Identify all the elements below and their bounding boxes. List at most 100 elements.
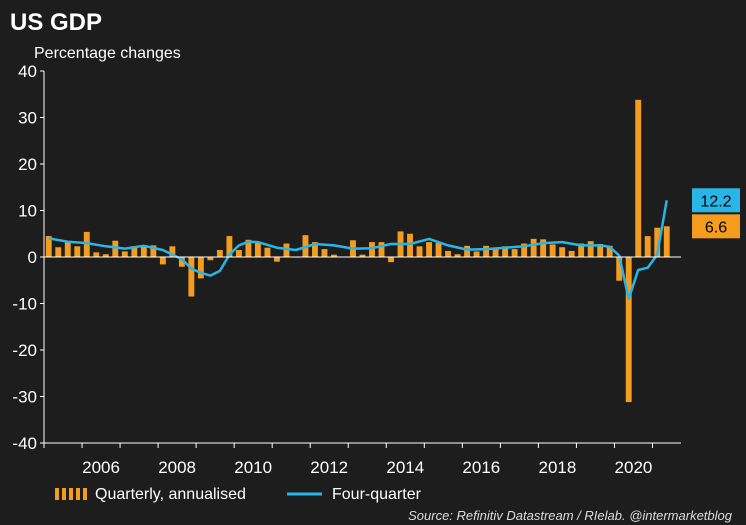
bar — [454, 254, 461, 257]
source-note: Source: Refinitiv Datastream / RIelab. @… — [408, 508, 733, 523]
bar — [188, 257, 195, 297]
x-tick-label: 2012 — [310, 458, 348, 477]
bar — [359, 254, 366, 257]
bar — [273, 257, 280, 262]
y-tick-label: 20 — [18, 155, 37, 174]
bar — [207, 257, 214, 261]
legend-bar-swatch — [55, 488, 87, 500]
chart-subtitle: Percentage changes — [34, 45, 181, 62]
bar — [597, 243, 604, 257]
legend-label-four-quarter: Four-quarter — [332, 486, 422, 503]
bar — [321, 249, 328, 257]
y-tick-label: 30 — [18, 109, 37, 128]
legend-label-quarterly: Quarterly, annualised — [95, 486, 246, 503]
bar-series — [45, 99, 670, 403]
bar — [540, 239, 547, 257]
bar — [559, 247, 566, 257]
y-tick-label: 40 — [18, 62, 37, 81]
bar — [568, 250, 575, 257]
bar — [45, 236, 52, 257]
y-axis-ticks: 40 30 20 10 0 -10 -20 -30 -40 — [12, 62, 37, 453]
bar — [226, 236, 233, 257]
bar — [112, 240, 119, 257]
bar — [473, 251, 480, 257]
legend-bar-swatch-bar — [55, 488, 59, 500]
bar — [644, 236, 651, 257]
x-tick-label: 2016 — [462, 458, 500, 477]
x-tick-label: 2020 — [615, 458, 653, 477]
bar — [445, 250, 452, 257]
end-tag-quarterly-box — [692, 214, 740, 239]
bar — [663, 226, 670, 257]
legend-bar-swatch-bar — [76, 488, 80, 500]
bar — [64, 242, 71, 257]
y-tick-label: -20 — [12, 341, 37, 360]
bar — [245, 239, 252, 257]
axes — [40, 70, 681, 448]
bar — [549, 244, 556, 257]
bar — [331, 254, 337, 257]
bar — [83, 231, 90, 257]
bar — [587, 241, 594, 257]
legend-bar-swatch-bar — [69, 488, 73, 500]
bar — [93, 252, 100, 257]
bar — [140, 246, 147, 257]
bar — [235, 250, 242, 257]
bar — [483, 245, 490, 257]
bar — [521, 243, 528, 257]
end-tag-quarterly-value: 6.6 — [705, 219, 727, 236]
y-tick-label: -40 — [12, 434, 37, 453]
bar — [55, 247, 62, 257]
bar — [102, 254, 109, 257]
line-series — [48, 200, 668, 301]
y-tick-label: 0 — [28, 248, 37, 267]
bar — [216, 250, 223, 257]
bar — [407, 233, 413, 257]
y-tick-label: 10 — [18, 202, 37, 221]
bar — [530, 238, 537, 257]
y-tick-label: -30 — [12, 388, 37, 407]
bar — [197, 257, 204, 279]
y-tick-label: -10 — [12, 295, 37, 314]
end-value-tags: 12.2 6.6 — [692, 188, 740, 239]
bar — [283, 243, 290, 257]
bar — [616, 257, 623, 281]
bar — [369, 242, 375, 257]
x-tick-label: 2008 — [158, 458, 196, 477]
bar — [378, 242, 385, 257]
x-tick-label: 2018 — [538, 458, 576, 477]
bar — [312, 242, 318, 257]
bar — [606, 245, 613, 257]
legend-bar-swatch-bar — [83, 488, 87, 500]
bar — [435, 243, 442, 257]
x-tick-label: 2014 — [386, 458, 424, 477]
bar — [131, 246, 138, 257]
bar — [578, 243, 585, 257]
bar — [426, 242, 432, 257]
bar — [150, 245, 157, 257]
bar — [159, 257, 166, 265]
bar — [264, 247, 271, 257]
bar — [74, 246, 81, 257]
end-tag-four-quarter-value: 12.2 — [700, 193, 731, 210]
x-axis-ticks: 2006 2008 2010 2012 2014 2016 2018 2020 — [82, 458, 652, 477]
bar — [502, 246, 509, 257]
chart-title: US GDP — [10, 9, 102, 36]
bar — [388, 257, 394, 263]
bar — [635, 99, 642, 257]
legend-bar-swatch-bar — [62, 488, 66, 500]
legend: Quarterly, annualised Four-quarter — [55, 486, 422, 503]
bar — [178, 257, 185, 267]
bar — [464, 245, 471, 257]
bar — [169, 246, 176, 257]
bar — [654, 227, 661, 257]
end-tag-four-quarter-box — [692, 188, 740, 213]
x-tick-label: 2006 — [82, 458, 120, 477]
bar — [511, 249, 518, 257]
bar — [416, 246, 423, 257]
bar — [625, 257, 632, 403]
x-tick-label: 2010 — [234, 458, 272, 477]
bar — [121, 251, 128, 257]
